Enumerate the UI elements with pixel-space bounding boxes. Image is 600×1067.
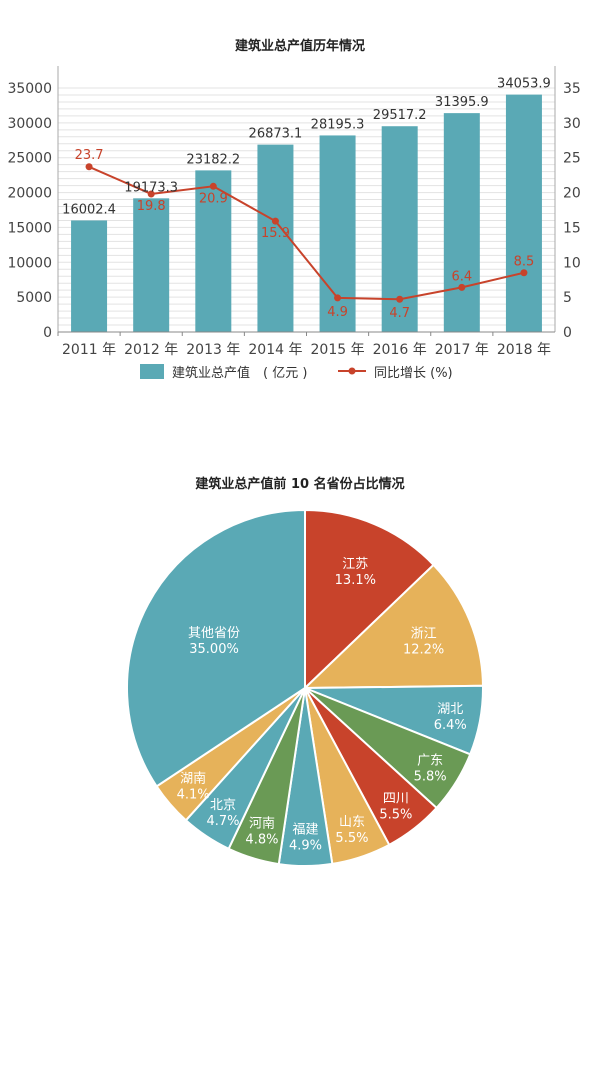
pie-slice-name: 江苏 [342,556,368,572]
x-tick-label: 2011 年 [62,342,116,358]
y-right-tick-label: 5 [563,290,572,306]
bar [71,220,108,332]
bar-value-label: 34053.9 [497,77,551,92]
pie-slice-percent: 35.00% [189,642,239,657]
pie-slice-percent: 12.2% [403,643,444,658]
bar [133,198,170,332]
growth-value-label: 6.4 [451,269,472,284]
x-tick-label: 2015 年 [311,342,365,358]
y-right-tick-label: 25 [563,151,581,167]
x-tick-label: 2017 年 [435,342,489,358]
y-right-tick-label: 20 [563,186,581,202]
growth-point [458,283,466,291]
bar [443,113,480,332]
pie-slice-percent: 4.1% [177,787,210,802]
legend-line-label: 同比增长 (%) [374,366,453,381]
pie-slice-percent: 4.9% [289,839,322,854]
x-tick-label: 2012 年 [124,342,178,358]
y-right-tick-label: 30 [563,116,581,132]
pie-slice-percent: 5.5% [335,831,368,846]
y-right-tick-label: 0 [563,325,572,341]
y-left-tick-label: 15000 [7,220,52,236]
bar-value-label: 29517.2 [373,108,427,123]
pie-slice-name: 湖南 [180,770,206,786]
bar [257,144,294,332]
growth-point [334,294,342,302]
y-left-tick-label: 20000 [7,186,52,202]
bar-value-label: 19173.3 [124,180,178,195]
bar-value-label: 31395.9 [435,95,489,110]
x-tick-label: 2013 年 [186,342,240,358]
growth-value-label: 19.8 [137,199,166,214]
legend-bar-unit: ( 亿元 ) [263,366,307,381]
y-left-tick-label: 25000 [7,151,52,167]
growth-value-label: 20.9 [199,191,228,206]
y-right-tick-label: 35 [563,81,581,97]
pie-slice-percent: 13.1% [335,573,376,588]
y-left-tick-label: 5000 [16,290,52,306]
pie-slice-name: 四川 [383,792,409,807]
growth-value-label: 4.9 [327,305,348,320]
x-tick-label: 2016 年 [373,342,427,358]
y-left-tick-label: 10000 [7,255,52,271]
pie-slice-name: 山东 [339,815,365,830]
bar [505,94,542,332]
growth-point [147,190,155,198]
pie-chart-title: 建筑业总产值前 10 名省份占比情况 [195,476,404,492]
pie-slice-percent: 5.8% [414,770,447,785]
y-left-tick-label: 30000 [7,116,52,132]
bar-value-label: 16002.4 [62,202,116,217]
growth-value-label: 4.7 [389,306,410,321]
pie-slice-name: 其他省份 [188,626,240,641]
pie-slice [302,563,484,690]
pie-slice [304,508,435,691]
bar-chart-title: 建筑业总产值历年情况 [235,38,365,54]
y-left-tick-label: 0 [43,325,52,341]
y-left-tick-label: 35000 [7,81,52,97]
bar-value-label: 28195.3 [311,117,365,132]
growth-point [396,295,404,303]
pie-slice-percent: 4.8% [245,832,278,847]
pie-slice-name: 浙江 [411,627,437,642]
legend-bar-swatch [140,364,164,379]
y-right-tick-label: 15 [563,220,581,236]
pie-slice-percent: 5.5% [379,808,412,823]
growth-point [85,163,93,171]
pie-slice-name: 北京 [210,798,236,813]
y-right-tick-label: 10 [563,255,581,271]
legend-line-marker [348,367,356,375]
growth-line [88,165,525,301]
bar-value-label: 23182.2 [186,152,240,167]
pie-slice-name: 福建 [292,823,318,838]
pie-slice [126,508,306,788]
bar-value-label: 26873.1 [249,127,303,142]
x-tick-label: 2018 年 [497,342,551,358]
pie-slice-percent: 4.7% [206,814,239,829]
bar [195,170,232,332]
growth-value-label: 8.5 [514,255,535,270]
pie-slice-name: 广东 [417,754,443,769]
legend-bar-label: 建筑业总产值 [172,365,250,381]
bar [319,135,356,332]
growth-point [209,182,217,190]
pie-slice-name: 河南 [249,815,275,831]
bar-line-chart: 建筑业总产值历年情况 16002.4 19173.3 23182.2 26873.1 2… [7,38,581,381]
growth-value-label: 15.9 [261,226,290,241]
growth-point [520,269,528,277]
growth-value-label: 23.7 [75,148,104,163]
pie-slice-percent: 6.4% [434,718,467,733]
x-tick-label: 2014 年 [248,342,302,358]
bar-chart-legend: 建筑业总产值 ( 亿元 ) 同比增长 (%) [140,364,453,381]
pie-slice-name: 湖北 [437,702,463,717]
growth-point [271,217,279,225]
